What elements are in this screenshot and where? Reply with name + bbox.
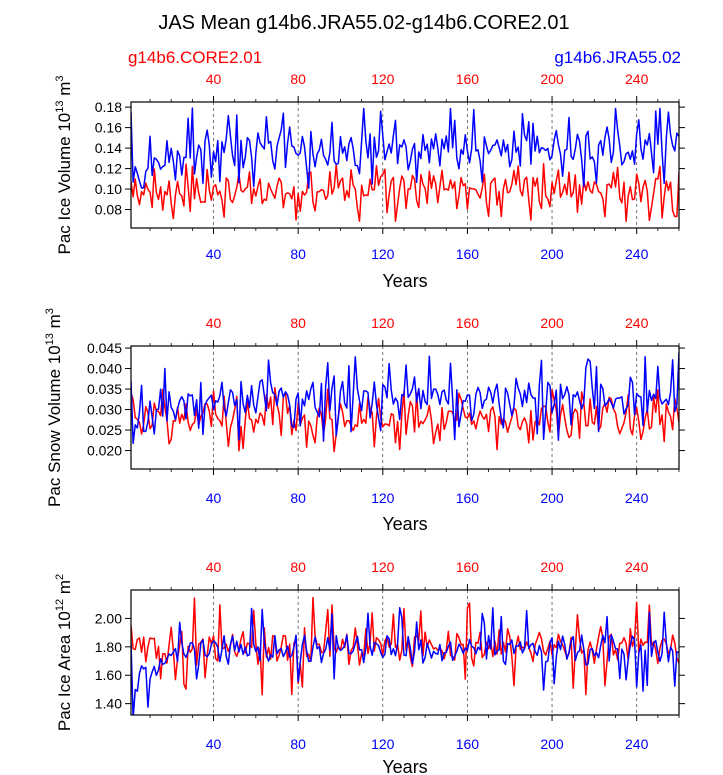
x-tick-label-bottom: 240 <box>625 736 649 752</box>
y-tick-label: 0.12 <box>95 161 122 177</box>
y-tick-label: 2.00 <box>95 610 122 626</box>
y-tick-label: 0.040 <box>87 361 122 377</box>
x-tick-label-bottom: 120 <box>371 736 395 752</box>
series-line-jra55 <box>131 352 679 445</box>
x-tick-label-bottom: 160 <box>456 490 480 506</box>
x-tick-label-top: 40 <box>206 71 222 87</box>
series-line-core2 <box>131 387 679 453</box>
x-tick-label-top: 200 <box>540 71 564 87</box>
x-tick-label-top: 120 <box>371 315 395 331</box>
x-tick-label-bottom: 120 <box>371 246 395 262</box>
x-axis-label: Years <box>382 514 427 534</box>
x-tick-label-bottom: 200 <box>540 246 564 262</box>
x-tick-label-bottom: 160 <box>456 736 480 752</box>
y-tick-label: 0.035 <box>87 381 122 397</box>
x-tick-label-bottom: 80 <box>290 246 306 262</box>
x-axis-label: Years <box>382 271 427 291</box>
x-tick-label-bottom: 160 <box>456 246 480 262</box>
y-tick-label: 0.14 <box>95 140 122 156</box>
x-tick-label-bottom: 40 <box>206 246 222 262</box>
x-tick-label-bottom: 40 <box>206 736 222 752</box>
x-tick-label-top: 240 <box>625 559 649 575</box>
panel-3: 40 40 80 80 120 120 160 160 200 200 240 240 1.40 1.60… <box>54 559 685 775</box>
y-tick-label: 0.045 <box>87 340 122 356</box>
plot-frame <box>130 345 680 470</box>
x-tick-label-bottom: 120 <box>371 490 395 506</box>
y-axis-label: Pac Ice Volume 1013 m3 <box>54 75 74 254</box>
x-tick-label-top: 160 <box>456 559 480 575</box>
x-tick-label-top: 240 <box>625 71 649 87</box>
y-tick-label: 0.16 <box>95 120 122 136</box>
y-tick-label: 0.020 <box>87 443 122 459</box>
legend-core-label: g14b6.CORE2.01 <box>128 48 262 67</box>
y-axis-label: Pac Ice Area 1012 m2 <box>54 574 74 731</box>
x-tick-label-top: 80 <box>290 71 306 87</box>
x-tick-label-bottom: 240 <box>625 246 649 262</box>
y-axis-label: Pac Snow Volume 1013 m3 <box>44 308 64 507</box>
y-tick-label: 0.08 <box>95 202 122 218</box>
x-tick-label-bottom: 240 <box>625 490 649 506</box>
legend-jra-label: g14b6.JRA55.02 <box>554 48 681 67</box>
y-tick-label: 0.18 <box>95 99 122 115</box>
x-tick-label-top: 40 <box>206 315 222 331</box>
panel-2: 40 40 80 80 120 120 160 160 200 200 240 240 0.020 0.0… <box>44 308 685 534</box>
x-tick-label-top: 160 <box>456 315 480 331</box>
x-tick-label-top: 40 <box>206 559 222 575</box>
x-tick-label-top: 120 <box>371 559 395 575</box>
series-line-jra55 <box>131 107 679 189</box>
x-axis-label: Years <box>382 757 427 775</box>
x-tick-label-top: 120 <box>371 71 395 87</box>
x-tick-label-top: 80 <box>290 315 306 331</box>
y-tick-label: 0.025 <box>87 422 122 438</box>
x-tick-label-top: 200 <box>540 315 564 331</box>
y-tick-label: 1.40 <box>95 696 122 712</box>
plot-frame <box>130 589 680 716</box>
x-tick-label-bottom: 200 <box>540 490 564 506</box>
y-tick-label: 1.60 <box>95 667 122 683</box>
x-tick-label-top: 200 <box>540 559 564 575</box>
x-tick-label-bottom: 40 <box>206 490 222 506</box>
y-tick-label: 1.80 <box>95 639 122 655</box>
plot-frame <box>130 101 680 229</box>
x-tick-label-bottom: 80 <box>290 736 306 752</box>
x-tick-label-top: 80 <box>290 559 306 575</box>
x-tick-label-bottom: 80 <box>290 490 306 506</box>
series-line-jra55 <box>131 606 679 715</box>
x-tick-label-top: 160 <box>456 71 480 87</box>
series-line-core2 <box>131 162 679 223</box>
figure-title: JAS Mean g14b6.JRA55.02-g14b6.CORE2.01 <box>158 12 569 34</box>
panel-1: 40 40 80 80 120 120 160 160 200 200 240 240 0.08 0.10… <box>54 71 685 291</box>
y-tick-label: 0.10 <box>95 181 122 197</box>
x-tick-label-top: 240 <box>625 315 649 331</box>
y-tick-label: 0.030 <box>87 402 122 418</box>
x-tick-label-bottom: 200 <box>540 736 564 752</box>
